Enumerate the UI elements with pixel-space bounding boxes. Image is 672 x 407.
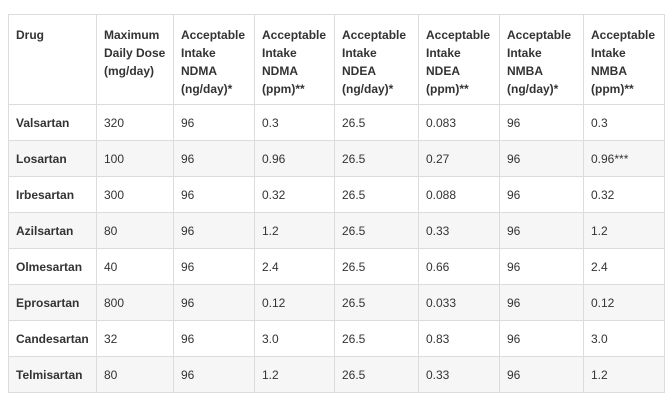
cell-ndma-ng: 96 — [173, 140, 255, 177]
cell-nmba-ppm: 0.12 — [583, 284, 665, 321]
cell-ndea-ppm: 0.33 — [418, 356, 500, 393]
cell-ndma-ppm: 0.96 — [254, 140, 335, 177]
cell-max-dose: 40 — [96, 248, 174, 285]
cell-drug: Valsartan — [8, 104, 97, 141]
cell-ndea-ppm: 0.83 — [418, 320, 500, 357]
cell-max-dose: 320 — [96, 104, 174, 141]
header-ndea-ppm: Acceptable Intake NDEA (ppm)** — [418, 14, 500, 105]
cell-ndea-ppm: 0.083 — [418, 104, 500, 141]
cell-max-dose: 80 — [96, 356, 174, 393]
cell-drug: Telmisartan — [8, 356, 97, 393]
header-nmba-ppm: Acceptable Intake NMBA (ppm)** — [583, 14, 665, 105]
cell-ndea-ppm: 0.27 — [418, 140, 500, 177]
cell-ndma-ppm: 3.0 — [254, 320, 335, 357]
table-row: Losartan 100 96 0.96 26.5 0.27 96 0.96**… — [8, 140, 665, 177]
cell-ndma-ng: 96 — [173, 356, 255, 393]
cell-nmba-ng: 96 — [499, 104, 584, 141]
cell-nmba-ng: 96 — [499, 320, 584, 357]
cell-nmba-ppm: 3.0 — [583, 320, 665, 357]
cell-ndma-ppm: 1.2 — [254, 212, 335, 249]
cell-nmba-ppm: 1.2 — [583, 356, 665, 393]
cell-ndea-ng: 26.5 — [334, 356, 419, 393]
cell-ndma-ppm: 1.2 — [254, 356, 335, 393]
cell-nmba-ng: 96 — [499, 212, 584, 249]
cell-drug: Olmesartan — [8, 248, 97, 285]
table-header-row: Drug Maximum Daily Dose (mg/day) Accepta… — [8, 14, 665, 105]
cell-nmba-ng: 96 — [499, 176, 584, 213]
header-ndea-ng-day: Acceptable Intake NDEA (ng/day)* — [334, 14, 419, 105]
acceptable-intake-table-container: Drug Maximum Daily Dose (mg/day) Accepta… — [8, 14, 665, 393]
cell-ndma-ng: 96 — [173, 248, 255, 285]
cell-nmba-ng: 96 — [499, 284, 584, 321]
cell-ndma-ppm: 2.4 — [254, 248, 335, 285]
table-row: Olmesartan 40 96 2.4 26.5 0.66 96 2.4 — [8, 248, 665, 285]
cell-nmba-ng: 96 — [499, 140, 584, 177]
header-ndma-ppm: Acceptable Intake NDMA (ppm)** — [254, 14, 335, 105]
cell-ndea-ng: 26.5 — [334, 320, 419, 357]
cell-ndea-ng: 26.5 — [334, 212, 419, 249]
cell-max-dose: 80 — [96, 212, 174, 249]
cell-ndea-ng: 26.5 — [334, 140, 419, 177]
cell-nmba-ppm: 0.96*** — [583, 140, 665, 177]
table-row: Irbesartan 300 96 0.32 26.5 0.088 96 0.3… — [8, 176, 665, 213]
cell-drug: Candesartan — [8, 320, 97, 357]
cell-nmba-ppm: 0.3 — [583, 104, 665, 141]
cell-ndea-ppm: 0.66 — [418, 248, 500, 285]
cell-ndea-ppm: 0.33 — [418, 212, 500, 249]
cell-ndma-ng: 96 — [173, 176, 255, 213]
cell-ndea-ng: 26.5 — [334, 104, 419, 141]
cell-drug: Losartan — [8, 140, 97, 177]
cell-ndma-ppm: 0.32 — [254, 176, 335, 213]
cell-max-dose: 300 — [96, 176, 174, 213]
header-nmba-ng-day: Acceptable Intake NMBA (ng/day)* — [499, 14, 584, 105]
table-row: Valsartan 320 96 0.3 26.5 0.083 96 0.3 — [8, 104, 665, 141]
cell-ndea-ng: 26.5 — [334, 248, 419, 285]
header-drug: Drug — [8, 14, 97, 105]
cell-max-dose: 800 — [96, 284, 174, 321]
table-body: Valsartan 320 96 0.3 26.5 0.083 96 0.3 L… — [8, 104, 665, 393]
cell-ndea-ng: 26.5 — [334, 176, 419, 213]
header-max-daily-dose: Maximum Daily Dose (mg/day) — [96, 14, 174, 105]
cell-nmba-ng: 96 — [499, 248, 584, 285]
cell-max-dose: 32 — [96, 320, 174, 357]
cell-ndea-ppm: 0.088 — [418, 176, 500, 213]
table-row: Telmisartan 80 96 1.2 26.5 0.33 96 1.2 — [8, 356, 665, 393]
cell-max-dose: 100 — [96, 140, 174, 177]
cell-nmba-ppm: 1.2 — [583, 212, 665, 249]
cell-drug: Eprosartan — [8, 284, 97, 321]
cell-ndma-ng: 96 — [173, 212, 255, 249]
cell-ndma-ng: 96 — [173, 104, 255, 141]
cell-drug: Irbesartan — [8, 176, 97, 213]
cell-drug: Azilsartan — [8, 212, 97, 249]
table-row: Azilsartan 80 96 1.2 26.5 0.33 96 1.2 — [8, 212, 665, 249]
table-row: Candesartan 32 96 3.0 26.5 0.83 96 3.0 — [8, 320, 665, 357]
cell-ndma-ng: 96 — [173, 284, 255, 321]
cell-nmba-ng: 96 — [499, 356, 584, 393]
cell-nmba-ppm: 0.32 — [583, 176, 665, 213]
acceptable-intake-table: Drug Maximum Daily Dose (mg/day) Accepta… — [8, 14, 665, 393]
cell-ndea-ppm: 0.033 — [418, 284, 500, 321]
cell-nmba-ppm: 2.4 — [583, 248, 665, 285]
cell-ndma-ppm: 0.3 — [254, 104, 335, 141]
cell-ndma-ng: 96 — [173, 320, 255, 357]
header-ndma-ng-day: Acceptable Intake NDMA (ng/day)* — [173, 14, 255, 105]
cell-ndea-ng: 26.5 — [334, 284, 419, 321]
cell-ndma-ppm: 0.12 — [254, 284, 335, 321]
table-row: Eprosartan 800 96 0.12 26.5 0.033 96 0.1… — [8, 284, 665, 321]
